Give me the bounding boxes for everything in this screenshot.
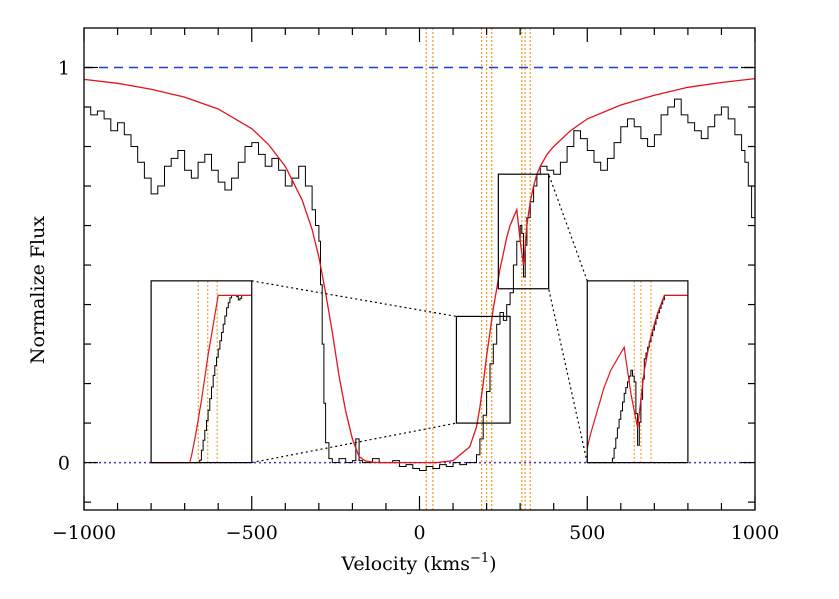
model-profile-line <box>83 77 756 464</box>
inset-1-model-line <box>586 294 688 449</box>
inset-connector-1-bottom <box>548 288 588 463</box>
x-tick-label: 500 <box>569 522 605 544</box>
inset-1-observed-line <box>587 294 688 464</box>
x-tick-label: −500 <box>226 522 278 544</box>
inset-fill-0 <box>151 280 252 463</box>
x-axis-label-exponent: −1 <box>470 551 489 566</box>
x-tick-label: 0 <box>413 522 425 544</box>
zoom-box-0 <box>455 315 511 424</box>
inset-panel-0 <box>150 280 253 464</box>
tick-labels: −1000 −500 0 500 1000 0 1 <box>52 58 779 544</box>
zoom-boxes <box>455 173 550 424</box>
inset-frame-0 <box>150 280 253 464</box>
inset-panel-1 <box>586 280 689 464</box>
inset-connector-1-top <box>548 173 588 282</box>
inset-connector-0-top <box>251 280 457 318</box>
y-tick-label: 1 <box>58 58 70 80</box>
component-lines <box>425 28 531 510</box>
x-tick-label: 1000 <box>731 522 779 544</box>
zoom-box-1 <box>497 173 550 290</box>
x-axis-label-close: ) <box>489 553 496 575</box>
y-axis-label: Normalize Flux <box>27 216 49 364</box>
observed-spectrum-line <box>84 98 756 471</box>
x-axis-label-main: Velocity (kms <box>340 553 470 575</box>
y-tick-label: 0 <box>58 453 70 475</box>
axes <box>83 27 756 511</box>
x-tick-label: −1000 <box>52 522 116 544</box>
inset-frame-1 <box>586 280 689 464</box>
inset-panels <box>150 173 689 464</box>
x-axis-label: Velocity (kms−1) <box>340 551 496 575</box>
series-lines <box>83 77 756 471</box>
